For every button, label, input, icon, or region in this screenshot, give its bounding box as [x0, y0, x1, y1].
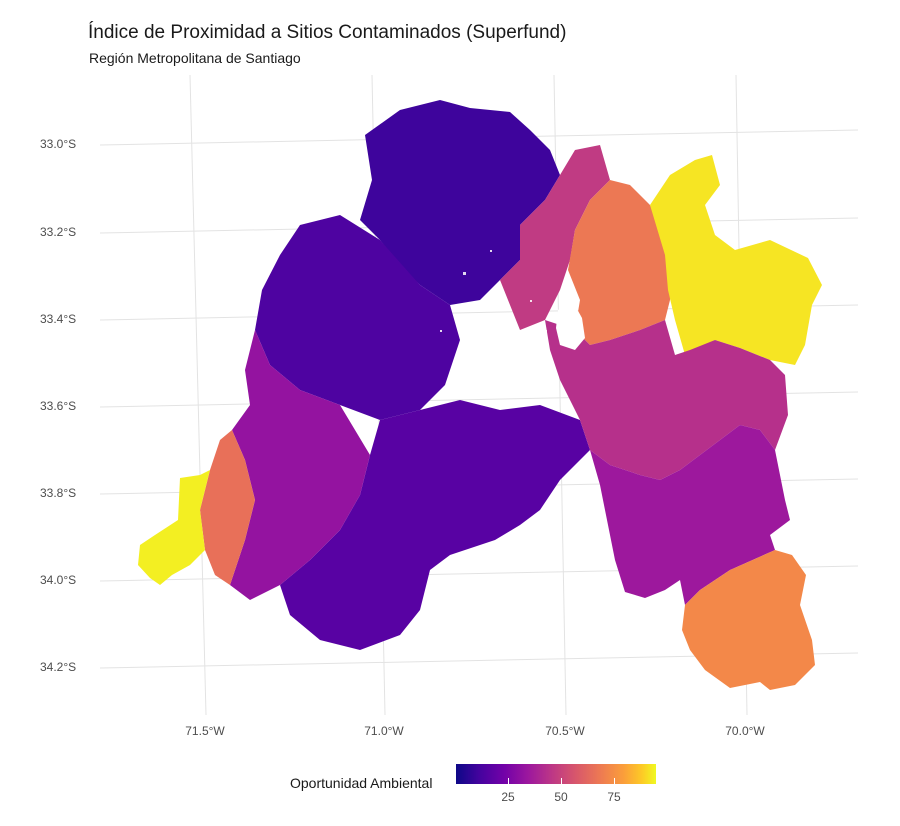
y-tick-label: 33.0°S: [40, 137, 77, 151]
map-region-south-east: [590, 425, 790, 605]
map-region-north-core: [360, 100, 560, 305]
map-title: Índice de Proximidad a Sitios Contaminad…: [88, 22, 567, 43]
x-tick-label: 71.5°W: [185, 724, 225, 738]
map-regions: [138, 100, 822, 690]
y-tick-label: 33.8°S: [40, 486, 77, 500]
y-tick-label: 33.2°S: [40, 225, 77, 239]
x-tick-label: 70.5°W: [545, 724, 585, 738]
map-region-east-upper: [568, 180, 675, 345]
map-region-south-central: [280, 400, 590, 650]
map-region-coast-edge: [138, 470, 210, 585]
y-tick-label: 33.4°S: [40, 312, 77, 326]
legend-tick-label: 25: [501, 790, 515, 804]
legend-tick-label: 75: [607, 790, 621, 804]
x-tick-label: 70.0°W: [725, 724, 765, 738]
y-tick-label: 34.0°S: [40, 573, 77, 587]
legend-tick-mark: [561, 778, 562, 784]
legend-tick-mark: [508, 778, 509, 784]
map-region-central-west: [255, 215, 460, 420]
legend-tick-label: 50: [554, 790, 568, 804]
map-region-east-middle: [545, 320, 788, 480]
map-region-andes-north: [650, 155, 822, 365]
map-subtitle: Región Metropolitana de Santiago: [89, 50, 301, 66]
legend-title: Oportunidad Ambiental: [290, 775, 433, 791]
urban-texture: [440, 250, 547, 407]
y-tick-label: 33.6°S: [40, 399, 77, 413]
map-void: [556, 300, 585, 350]
legend-tick-mark: [614, 778, 615, 784]
map-region-north-east: [500, 145, 610, 330]
x-tick-label: 71.0°W: [364, 724, 404, 738]
map-region-far-south: [682, 550, 815, 690]
y-tick-label: 34.2°S: [40, 660, 77, 674]
legend-colorbar: [456, 764, 656, 784]
map-region-far-west: [200, 430, 255, 585]
map-region-west: [230, 330, 370, 600]
